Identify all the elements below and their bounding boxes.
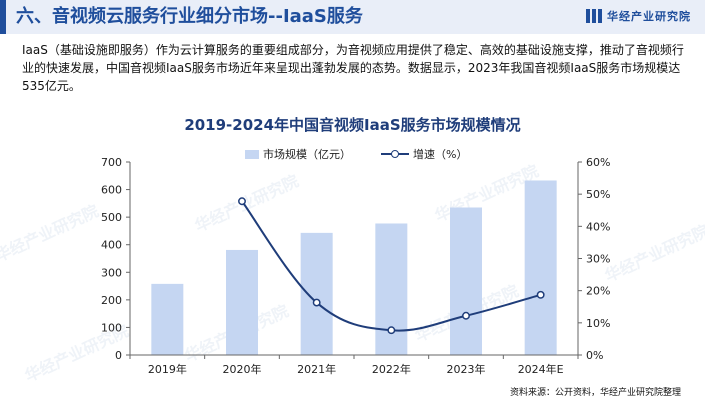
y-left-tick-label: 700 xyxy=(101,156,122,169)
legend-swatch-bar xyxy=(245,149,259,159)
x-tick-label: 2023年 xyxy=(447,362,486,376)
y-left-tick-label: 0 xyxy=(115,349,122,362)
bar xyxy=(524,180,557,355)
growth-point xyxy=(536,290,545,299)
legend-item-bar: 市场规模（亿元） xyxy=(245,146,351,162)
intro-paragraph: IaaS（基础设施即服务）作为云计算服务的重要组成部分，为音视频应用提供了稳定、… xyxy=(22,43,684,93)
growth-point xyxy=(238,197,246,206)
brand-name: 华经产业研究院 xyxy=(607,10,691,23)
legend-item-line: 增速（%） xyxy=(381,146,467,162)
x-tick-label: 2021年 xyxy=(297,362,336,376)
chart-title: 2019-2024年中国音视频IaaS服务市场规模情况 xyxy=(184,116,521,134)
growth-point xyxy=(462,311,470,320)
y-right-tick-label: 60% xyxy=(586,156,610,169)
y-right-tick-label: 20% xyxy=(586,285,610,298)
y-left-tick-label: 600 xyxy=(101,184,122,197)
y-right-tick-label: 50% xyxy=(586,188,610,201)
y-right-tick-label: 30% xyxy=(586,253,610,266)
x-tick-label: 2019年 xyxy=(148,362,187,376)
page-title: 六、音视频云服务行业细分市场--IaaS服务 xyxy=(16,6,363,27)
growth-line xyxy=(241,200,541,332)
chart-legend: 市场规模（亿元） 增速（%） xyxy=(245,146,497,162)
legend-swatch-line xyxy=(381,149,409,159)
y-left-tick-label: 500 xyxy=(101,211,122,224)
y-right-tick-label: 10% xyxy=(586,317,610,330)
bar xyxy=(226,249,258,355)
x-tick-label: 2024年E xyxy=(518,362,564,376)
y-right-tick-label: 40% xyxy=(586,220,610,233)
y-right-tick-label: 0% xyxy=(586,349,603,362)
source-note: 资料来源：公开资料，华经产业研究院整理 xyxy=(509,388,681,398)
header-accent xyxy=(0,0,6,34)
y-left-tick-label: 400 xyxy=(101,239,122,252)
brand-logo-icon xyxy=(586,9,602,23)
growth-point xyxy=(312,298,321,307)
brand-logo: 华经产业研究院 xyxy=(586,8,691,24)
y-left-tick-label: 100 xyxy=(101,321,122,334)
legend-label-line: 增速（%） xyxy=(413,148,468,161)
bar xyxy=(375,223,408,355)
y-left-tick-label: 300 xyxy=(101,266,122,279)
bar xyxy=(300,232,333,355)
x-tick-label: 2022年 xyxy=(372,362,411,376)
bar xyxy=(151,283,184,355)
y-left-tick-label: 200 xyxy=(101,294,122,307)
x-tick-label: 2020年 xyxy=(223,362,262,376)
bar xyxy=(450,207,482,355)
legend-label-bar: 市场规模（亿元） xyxy=(263,148,351,161)
growth-point xyxy=(387,326,396,335)
